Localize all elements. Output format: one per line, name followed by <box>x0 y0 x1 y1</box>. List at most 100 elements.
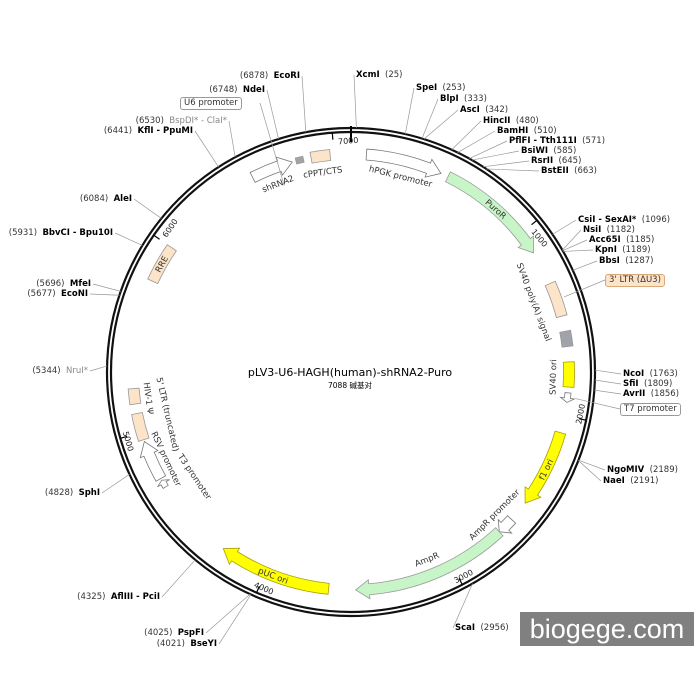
site-leader-line <box>266 89 279 140</box>
restriction-site-label: NaeI (2191) <box>603 476 658 486</box>
site-leader-line <box>594 379 622 385</box>
restriction-site-label: BsiWI (585) <box>521 146 576 156</box>
site-leader-line <box>353 74 357 129</box>
site-leader-line <box>161 559 196 598</box>
tick-mark <box>531 219 538 226</box>
site-name: BstEII <box>541 166 569 176</box>
watermark: biogege.com <box>520 612 694 646</box>
site-leader-line <box>594 369 622 375</box>
site-position: (1182) <box>606 225 635 235</box>
site-position: (1809) <box>644 379 673 389</box>
site-name: MfeI <box>69 279 91 289</box>
feature-sv40-ori-box <box>562 361 575 388</box>
site-leader-line <box>101 474 130 494</box>
tick-mark <box>331 132 334 140</box>
restriction-site-label: (4021) BseYI <box>157 639 217 649</box>
site-position: (1185) <box>626 235 655 245</box>
restriction-site-label: (6441) KflI - PpuMI <box>104 126 193 136</box>
site-name: BseYI <box>190 639 217 649</box>
callout-leader-line <box>575 398 621 410</box>
site-name: XcmI <box>356 70 380 80</box>
site-leader-line <box>486 168 540 172</box>
tick-label: 3000 <box>453 568 475 585</box>
site-position: (333) <box>464 94 487 104</box>
feature-rre-box <box>147 244 177 285</box>
site-name: NdeI <box>242 85 265 95</box>
site-position: (342) <box>485 105 509 115</box>
site-name: AflIII - PciI <box>110 592 160 602</box>
site-leader-line <box>451 120 482 151</box>
site-name: EcoRI <box>273 71 300 81</box>
site-leader-line <box>205 593 251 634</box>
site-position: (5931) <box>8 228 38 238</box>
restriction-site-label: ScaI (2956) <box>455 623 509 633</box>
restriction-site-label: (6084) AleI <box>80 194 132 204</box>
site-position: (5344) <box>32 366 61 376</box>
site-leader-line <box>89 365 108 372</box>
restriction-site-label: (4325) AflIII - PciI <box>77 592 160 602</box>
site-leader-line <box>578 460 602 482</box>
site-name: AleI <box>113 194 132 204</box>
feature-cppt-cts-box <box>309 149 332 164</box>
site-name: NcoI <box>623 369 645 379</box>
site-leader-line <box>562 239 588 252</box>
site-name: BlpI <box>440 94 459 104</box>
site-name: CsiI - SexAI* <box>578 215 637 225</box>
site-name: SpeI <box>416 83 438 93</box>
restriction-site-label: RsrII (645) <box>531 156 581 166</box>
site-position: (1096) <box>641 215 671 225</box>
feature-callout: U6 promoter <box>180 97 242 110</box>
feature-sv40-poly-a-signal-box <box>559 329 574 348</box>
site-leader-line <box>421 98 439 139</box>
feature-segment-arrow <box>559 392 576 403</box>
site-position: (6530) <box>135 116 164 126</box>
site-leader-line <box>194 130 219 168</box>
site-leader-line <box>562 229 582 251</box>
restriction-site-label: (6748) NdeI <box>209 85 265 95</box>
site-position: (25) <box>385 70 403 80</box>
site-leader-line <box>563 249 594 252</box>
restriction-site-label: PflFI - Tth111I (571) <box>509 136 605 146</box>
site-leader-line <box>572 260 598 271</box>
restriction-site-label: BbsI (1287) <box>599 256 653 266</box>
site-position: (663) <box>574 166 597 176</box>
site-name: AvrII <box>623 389 646 399</box>
restriction-site-label: (5931) BbvCI - Bpu10I <box>9 228 113 238</box>
plasmid-title: pLV3-U6-HAGH(human)-shRNA2-Puro <box>247 366 453 379</box>
site-name: NgoMIV <box>607 465 645 475</box>
restriction-site-label: BamHI (510) <box>497 126 557 136</box>
feature-label: cPPT/CTS <box>303 165 344 180</box>
callout-leader-line <box>564 279 606 298</box>
site-name: PspFI <box>177 628 204 638</box>
site-leader-line <box>228 120 236 158</box>
tick-label: 4000 <box>253 580 275 596</box>
feature-segment-box <box>294 155 305 165</box>
site-name: NsiI <box>583 225 602 235</box>
site-leader-line <box>218 594 252 645</box>
site-leader-line <box>133 198 162 219</box>
site-position: (253) <box>442 83 466 93</box>
feature-ampr-promoter-arrow <box>497 515 517 534</box>
restriction-site-label: (4025) PspFI <box>144 628 204 638</box>
site-leader-line <box>89 293 120 296</box>
feature-t3-promoter-arrow <box>157 479 170 489</box>
site-leader-line <box>301 75 307 133</box>
site-leader-line <box>92 283 121 292</box>
restriction-site-label: SfiI (1809) <box>623 379 672 389</box>
restriction-site-label: HincII (480) <box>483 116 539 126</box>
restriction-site-label: NgoMIV (2189) <box>607 465 678 475</box>
site-leader-line <box>578 459 606 471</box>
site-leader-line <box>404 87 415 135</box>
tick-label: 2000 <box>574 403 587 425</box>
restriction-site-label: AvrII (1856) <box>623 389 679 399</box>
site-name: BspDI* - ClaI* <box>169 116 227 126</box>
feature-shrna2-arrow <box>249 156 293 183</box>
site-name: BbvCI - Bpu10I <box>42 228 113 238</box>
restriction-site-label: (4828) SphI <box>45 488 100 498</box>
site-leader-line <box>482 160 530 168</box>
site-position: (2189) <box>649 465 678 475</box>
feature-label: SV40 ori <box>548 359 559 395</box>
site-position: (645) <box>558 156 582 166</box>
restriction-site-label: BstEII (663) <box>541 166 597 176</box>
site-name: SphI <box>78 488 100 498</box>
